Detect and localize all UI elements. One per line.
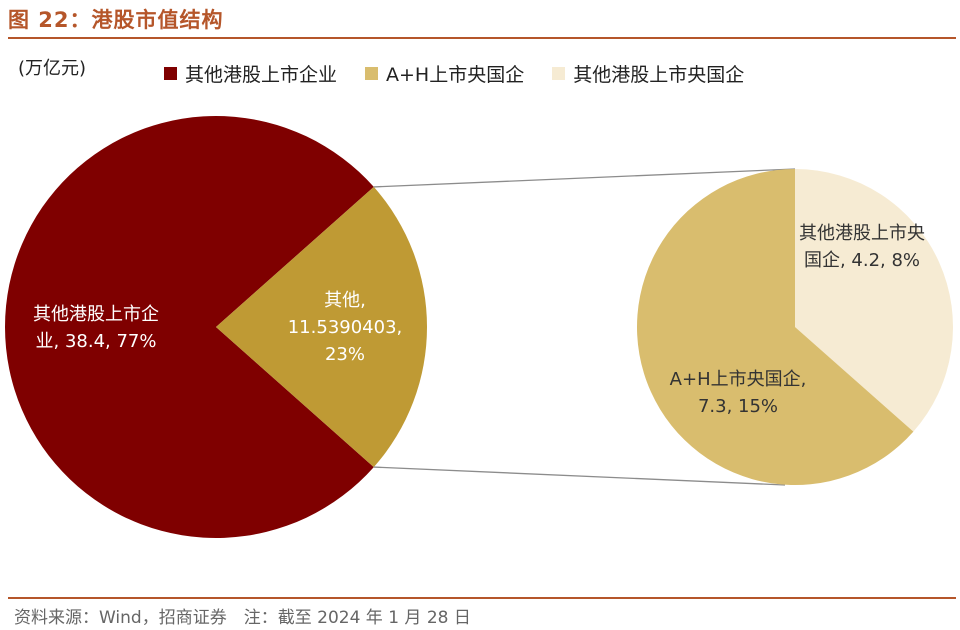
data-label: 7.3, 15% bbox=[698, 396, 778, 417]
legend-label: 其他港股上市央国企 bbox=[573, 64, 745, 86]
title-divider bbox=[8, 37, 956, 39]
pie-slice bbox=[5, 116, 374, 539]
legend-label: A+H上市央国企 bbox=[386, 64, 525, 86]
data-label: 业, 38.4, 77% bbox=[36, 331, 157, 352]
legend-swatch bbox=[365, 67, 379, 80]
legend: 其他港股上市企业 A+H上市央国企 其他港股上市央国企 bbox=[164, 60, 772, 87]
sub-pie-slice bbox=[795, 169, 953, 432]
data-label: A+H上市央国企, bbox=[670, 369, 807, 390]
data-label: 其他港股上市央 bbox=[799, 223, 925, 244]
connector-line bbox=[373, 466, 786, 486]
legend-label: 其他港股上市企业 bbox=[185, 64, 338, 86]
legend-swatch bbox=[552, 67, 566, 80]
data-label: 其他港股上市企 bbox=[33, 304, 159, 325]
chart-title: 图 22：港股市值结构 bbox=[8, 8, 224, 32]
data-label: 11.5390403, bbox=[288, 317, 403, 338]
connector-line bbox=[373, 168, 796, 188]
legend-item: A+H上市央国企 bbox=[365, 60, 524, 87]
unit-label: (万亿元) bbox=[18, 58, 87, 79]
pie-slice bbox=[216, 186, 428, 468]
legend-item: 其他港股上市企业 bbox=[164, 60, 337, 87]
data-label: 国企, 4.2, 8% bbox=[804, 250, 920, 271]
data-label: 23% bbox=[325, 344, 365, 365]
footer-divider bbox=[8, 597, 956, 599]
legend-item: 其他港股上市央国企 bbox=[552, 60, 744, 87]
sub-pie-slice bbox=[636, 169, 914, 485]
source-note: 资料来源：Wind，招商证券 注：截至 2024 年 1 月 28 日 bbox=[14, 608, 471, 628]
data-label: 其他, bbox=[324, 290, 366, 311]
legend-swatch bbox=[164, 67, 177, 80]
